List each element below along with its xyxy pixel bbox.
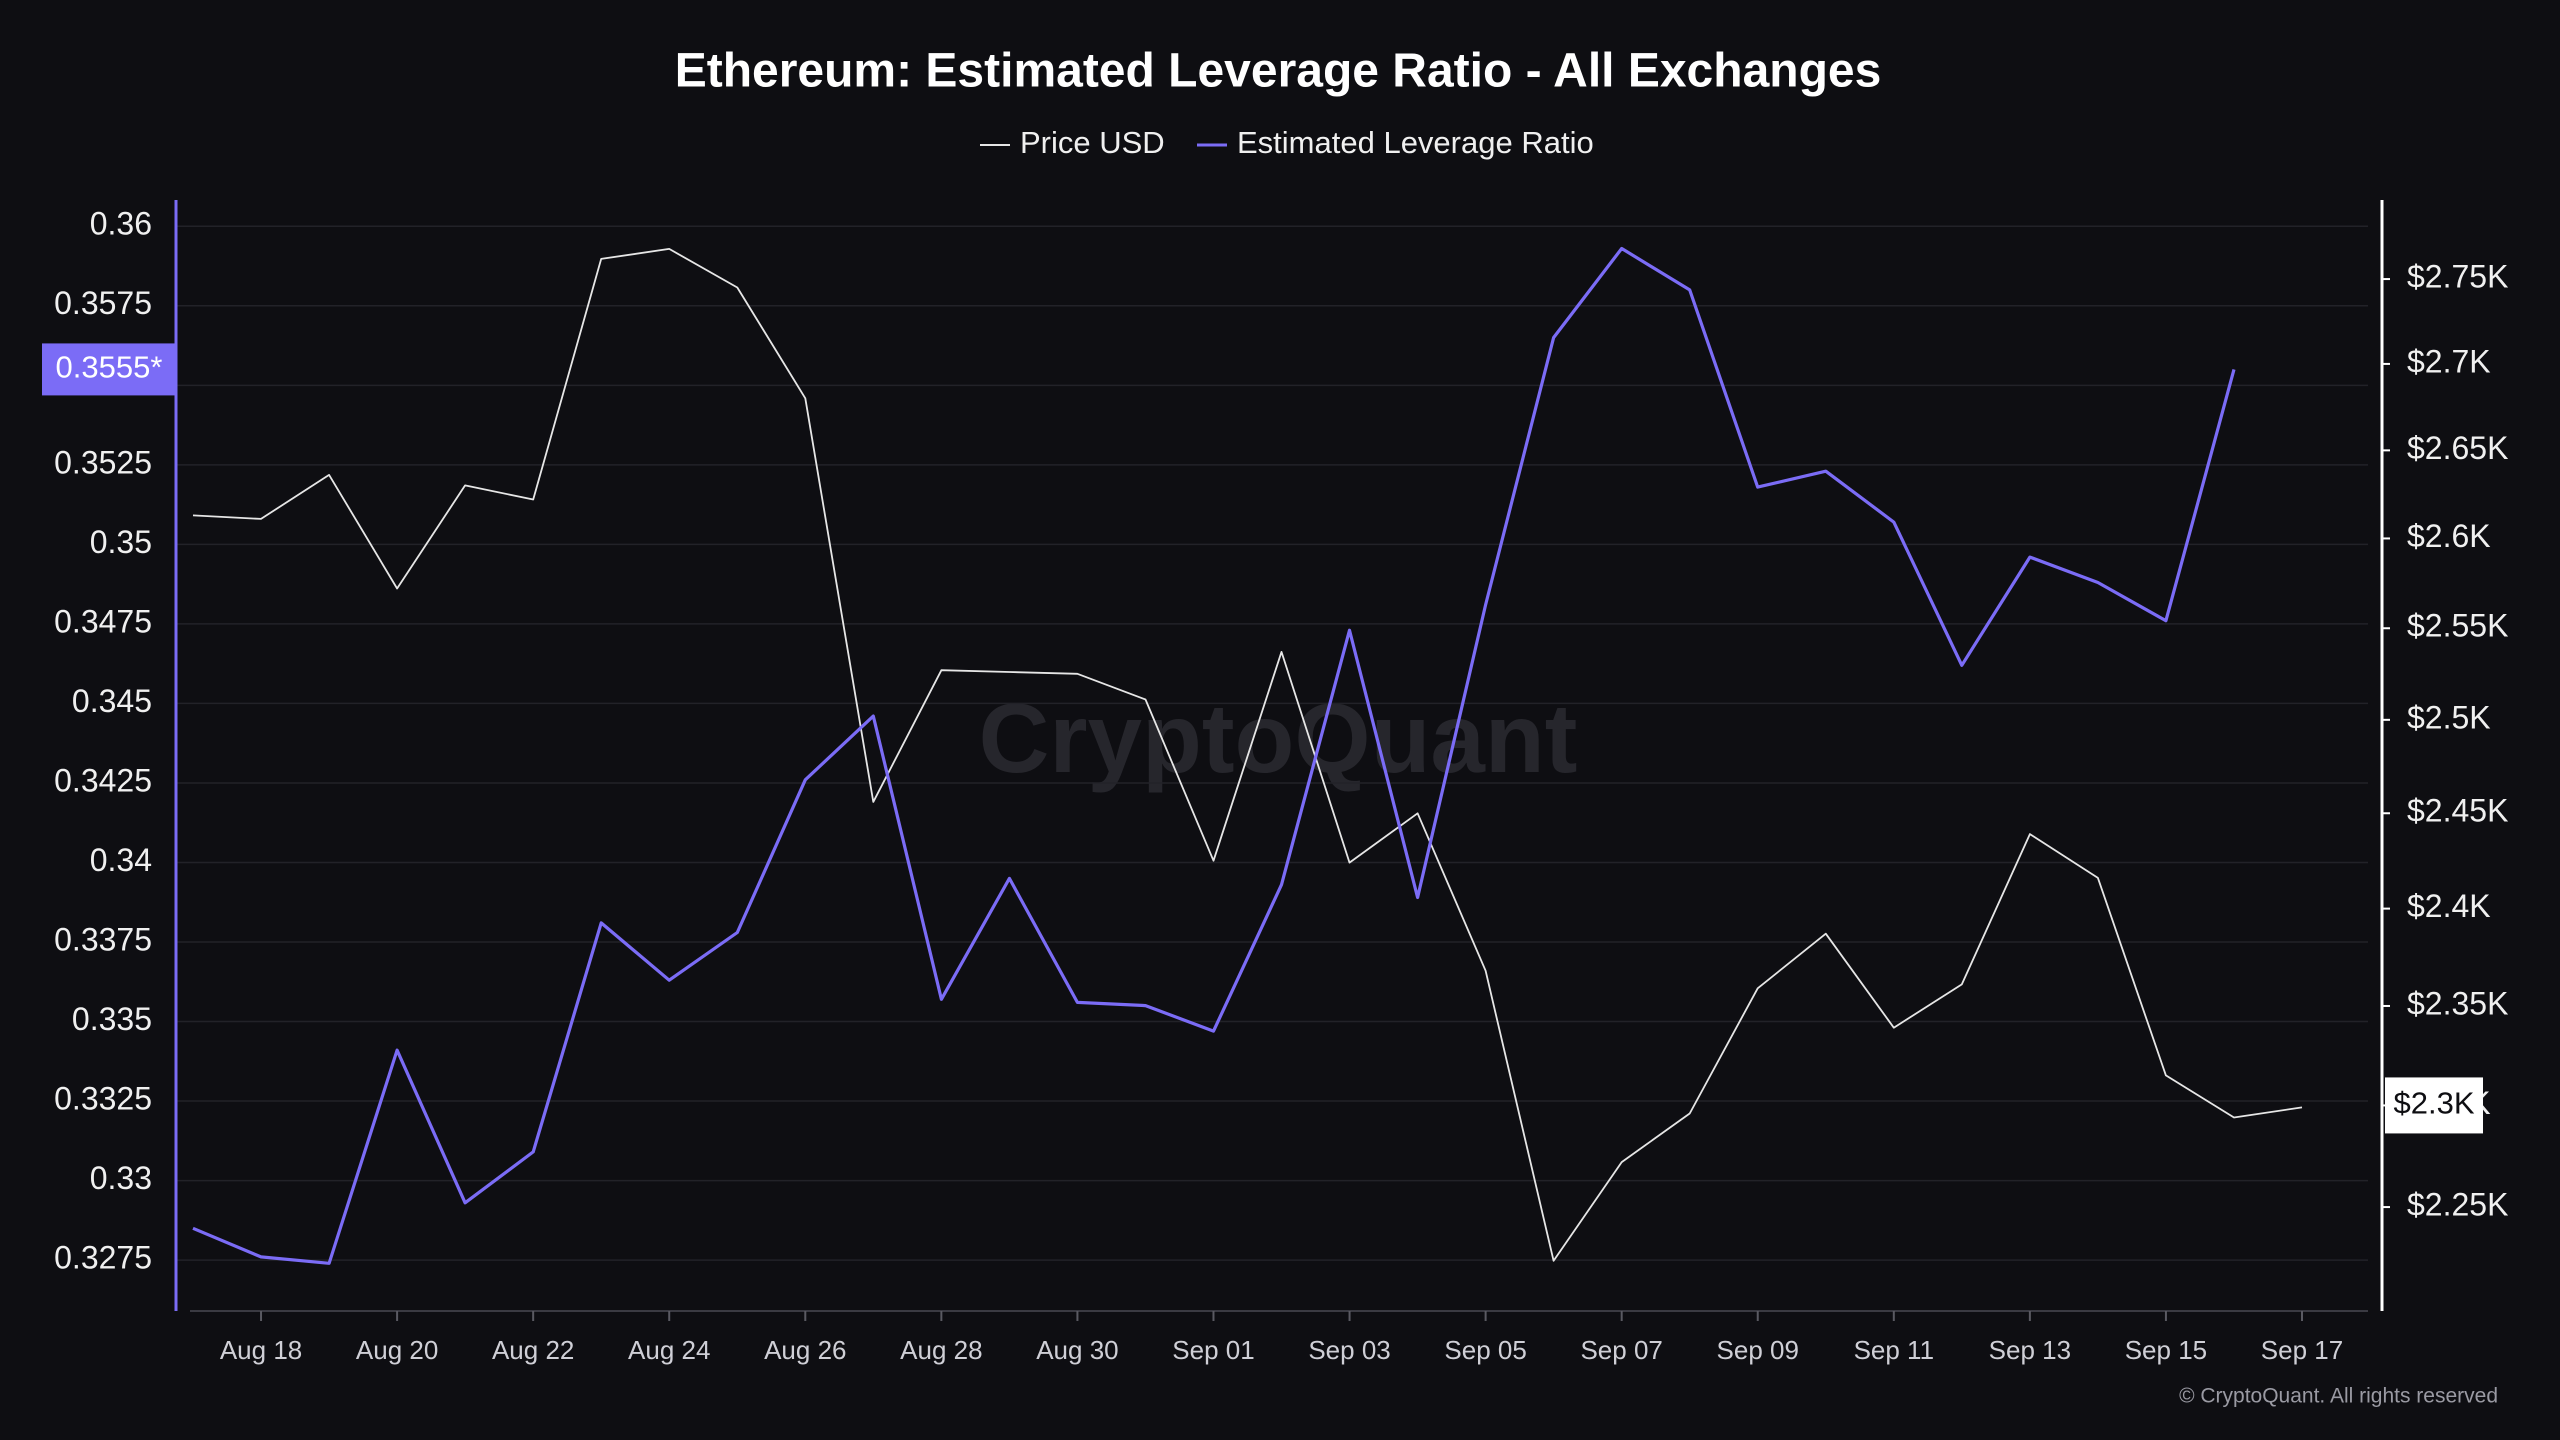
y-tick-label: 0.3425 (54, 762, 152, 798)
y2-tick-label: $2.6K (2407, 518, 2491, 554)
y2-tick-label: $2.45K (2407, 793, 2508, 829)
watermark: CryptoQuant (979, 683, 1578, 793)
legend-label: Price USD (1020, 125, 1165, 160)
last-value-box (2385, 1077, 2483, 1134)
x-tick-label: Sep 17 (2261, 1335, 2343, 1365)
x-tick-label: Aug 22 (492, 1335, 574, 1365)
x-tick-label: Sep 13 (1989, 1335, 2071, 1365)
x-tick-label: Aug 26 (764, 1335, 846, 1365)
y2-tick-label: $2.55K (2407, 608, 2508, 644)
last-value-label: $2.3K (2393, 1086, 2474, 1121)
y-tick-label: 0.3375 (54, 921, 152, 957)
copyright: © CryptoQuant. All rights reserved (2179, 1385, 2498, 1408)
x-tick-label: Aug 30 (1036, 1335, 1118, 1365)
y2-tick-label: $2.35K (2407, 985, 2508, 1021)
x-tick-label: Aug 20 (356, 1335, 438, 1365)
series-line (192, 248, 2303, 1262)
y-tick-label: 0.3575 (54, 285, 152, 321)
last-value-label: 0.3555* (56, 350, 163, 385)
y-tick-label: 0.3475 (54, 603, 152, 639)
x-tick-label: Sep 07 (1580, 1335, 1662, 1365)
y-tick-label: 0.3525 (54, 444, 152, 480)
y-tick-label: 0.35 (90, 524, 152, 560)
y2-tick-label: $2.25K (2407, 1187, 2508, 1223)
y2-tick-label: $2.7K (2407, 343, 2491, 379)
y-tick-label: 0.34 (90, 842, 152, 878)
x-tick-label: Aug 24 (628, 1335, 710, 1365)
y-tick-label: 0.33 (90, 1160, 152, 1196)
y-tick-label: 0.345 (72, 683, 152, 719)
x-tick-label: Sep 09 (1717, 1335, 1799, 1365)
y2-tick-label: $2.75K (2407, 259, 2508, 295)
chart-title: Ethereum: Estimated Leverage Ratio - All… (675, 45, 1882, 98)
x-tick-label: Aug 28 (900, 1335, 982, 1365)
x-tick-label: Sep 11 (1854, 1335, 1934, 1365)
series-line (192, 246, 2236, 1265)
x-tick-label: Sep 03 (1308, 1335, 1390, 1365)
y2-tick-label: $2.4K (2407, 888, 2491, 924)
y-tick-label: 0.3275 (54, 1240, 152, 1276)
y-tick-label: 0.36 (90, 206, 152, 242)
x-tick-label: Sep 05 (1444, 1335, 1526, 1365)
last-value-box (42, 343, 176, 396)
y2-tick-label: $2.5K (2407, 699, 2491, 735)
x-tick-label: Sep 15 (2125, 1335, 2207, 1365)
y-tick-label: 0.335 (72, 1001, 152, 1037)
y2-tick-label: $2.65K (2407, 430, 2508, 466)
x-tick-label: Aug 18 (220, 1335, 302, 1365)
legend-label: Estimated Leverage Ratio (1237, 125, 1594, 160)
y-tick-label: 0.3325 (54, 1081, 152, 1117)
x-tick-label: Sep 01 (1172, 1335, 1254, 1365)
